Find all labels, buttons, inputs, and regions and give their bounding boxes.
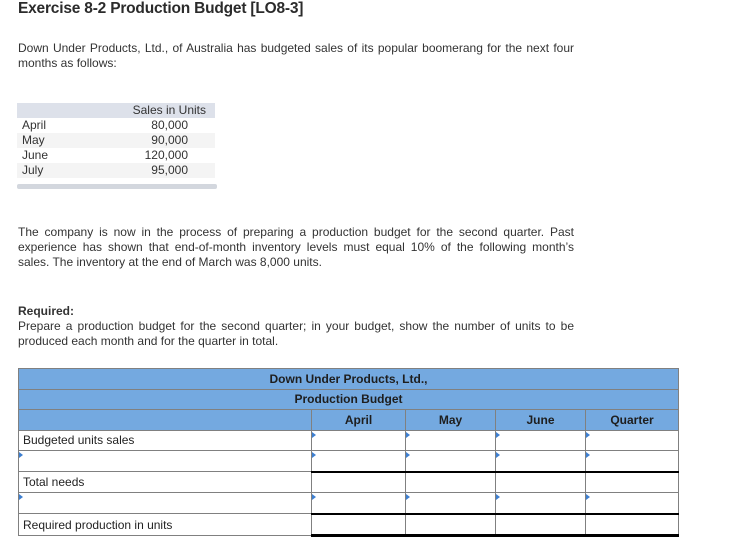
row-label: Budgeted units sales [18,429,312,451]
cell-quarter-total-needs[interactable] [585,470,679,493]
row-label: Total needs [18,471,312,493]
input-june-sales[interactable] [495,429,586,451]
input-june-row2[interactable] [495,450,586,472]
sales-row: April 80,000 [17,118,215,133]
required-heading: Required: [18,304,75,318]
sales-table-header: Sales in Units [17,103,215,118]
row-blank-2 [18,492,679,514]
input-may-row2[interactable] [405,450,496,472]
budget-subtitle-row: Production Budget [18,388,679,410]
input-april-row2[interactable] [311,450,406,472]
sales-month: April [22,118,47,132]
sales-month: July [22,163,44,177]
sales-table: Sales in Units April 80,000 May 90,000 J… [17,103,217,189]
sales-units: 80,000 [151,118,188,132]
sales-units: 90,000 [151,133,188,147]
header-blank [18,409,312,431]
budget-subtitle: Production Budget [18,388,679,410]
input-june-row4[interactable] [495,492,586,514]
input-may-row4[interactable] [405,492,496,514]
input-may-sales[interactable] [405,429,496,451]
column-header-april: April [311,409,406,431]
required-text: Prepare a production budget for the seco… [18,319,574,348]
input-quarter-row2[interactable] [585,450,679,472]
cell-april-total-needs[interactable] [311,470,406,493]
company-name: Down Under Products, Ltd., [18,368,679,390]
sales-row: July 95,000 [17,163,215,178]
sales-row: June 120,000 [17,148,215,163]
sales-table-footer-bar [17,184,217,189]
budget-header-row: April May June Quarter [18,409,679,431]
row-budgeted-units-sales: Budgeted units sales [18,429,679,451]
column-header-may: May [405,409,496,431]
sales-row: May 90,000 [17,133,215,148]
production-budget-table: Down Under Products, Ltd., Production Bu… [18,368,679,537]
intro-text: Down Under Products, Ltd., of Australia … [18,41,574,70]
cell-june-total-needs[interactable] [495,470,586,493]
input-quarter-row4[interactable] [585,492,679,514]
page-title: Exercise 8-2 Production Budget [LO8-3] [18,0,304,17]
input-april-sales[interactable] [311,429,406,451]
column-header-quarter: Quarter [585,409,679,431]
sales-header-label: Sales in Units [132,103,206,117]
row-required-production: Required production in units [18,512,679,537]
row-label: Required production in units [18,513,312,536]
row-blank-1 [18,450,679,472]
context-text: The company is now in the process of pre… [18,225,574,269]
sales-month: June [22,148,49,162]
input-quarter-sales[interactable] [585,429,679,451]
sales-month: May [22,133,45,147]
row-total-needs: Total needs [18,470,679,493]
sales-units: 95,000 [151,163,188,177]
input-row-label-1[interactable] [18,450,312,472]
input-april-row4[interactable] [311,492,406,514]
cell-may-production[interactable] [405,512,496,537]
column-header-june: June [495,409,586,431]
cell-june-production[interactable] [495,512,586,537]
sales-units: 120,000 [144,148,188,162]
cell-quarter-production[interactable] [585,512,679,537]
cell-may-total-needs[interactable] [405,470,496,493]
budget-title-row: Down Under Products, Ltd., [18,368,679,390]
input-row-label-2[interactable] [18,492,312,514]
cell-april-production[interactable] [311,512,406,537]
